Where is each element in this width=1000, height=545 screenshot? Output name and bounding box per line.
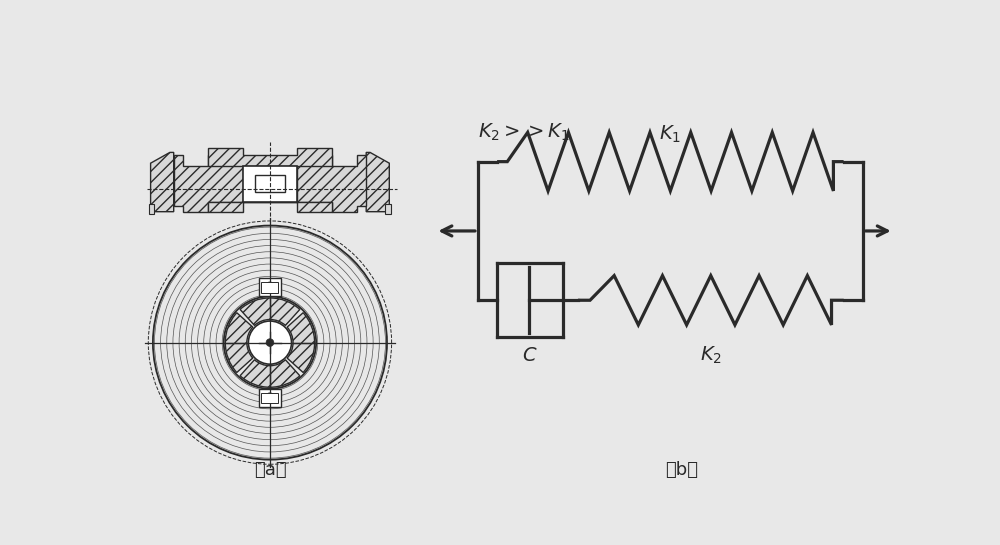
Wedge shape <box>240 298 300 325</box>
Polygon shape <box>385 204 391 214</box>
Polygon shape <box>261 282 278 293</box>
Wedge shape <box>225 313 253 372</box>
Polygon shape <box>255 175 285 192</box>
Text: $K_1$: $K_1$ <box>659 124 681 146</box>
Circle shape <box>265 282 275 292</box>
Polygon shape <box>297 155 366 211</box>
Polygon shape <box>208 148 332 166</box>
Polygon shape <box>151 153 174 211</box>
Polygon shape <box>366 153 389 211</box>
Circle shape <box>266 339 274 347</box>
Wedge shape <box>287 313 315 372</box>
Polygon shape <box>261 392 278 403</box>
Text: $K_2$: $K_2$ <box>700 345 722 366</box>
Polygon shape <box>259 389 281 407</box>
Text: （a）: （a） <box>254 461 286 479</box>
Polygon shape <box>259 278 281 296</box>
Circle shape <box>248 321 292 364</box>
Text: （b）: （b） <box>665 461 698 479</box>
Polygon shape <box>208 202 332 211</box>
Polygon shape <box>174 155 243 211</box>
Circle shape <box>265 393 275 403</box>
Wedge shape <box>240 360 300 387</box>
Text: $K_2 >> K_1$: $K_2 >> K_1$ <box>478 122 570 143</box>
Text: $C$: $C$ <box>522 347 538 365</box>
Polygon shape <box>149 204 154 214</box>
Polygon shape <box>243 166 297 202</box>
